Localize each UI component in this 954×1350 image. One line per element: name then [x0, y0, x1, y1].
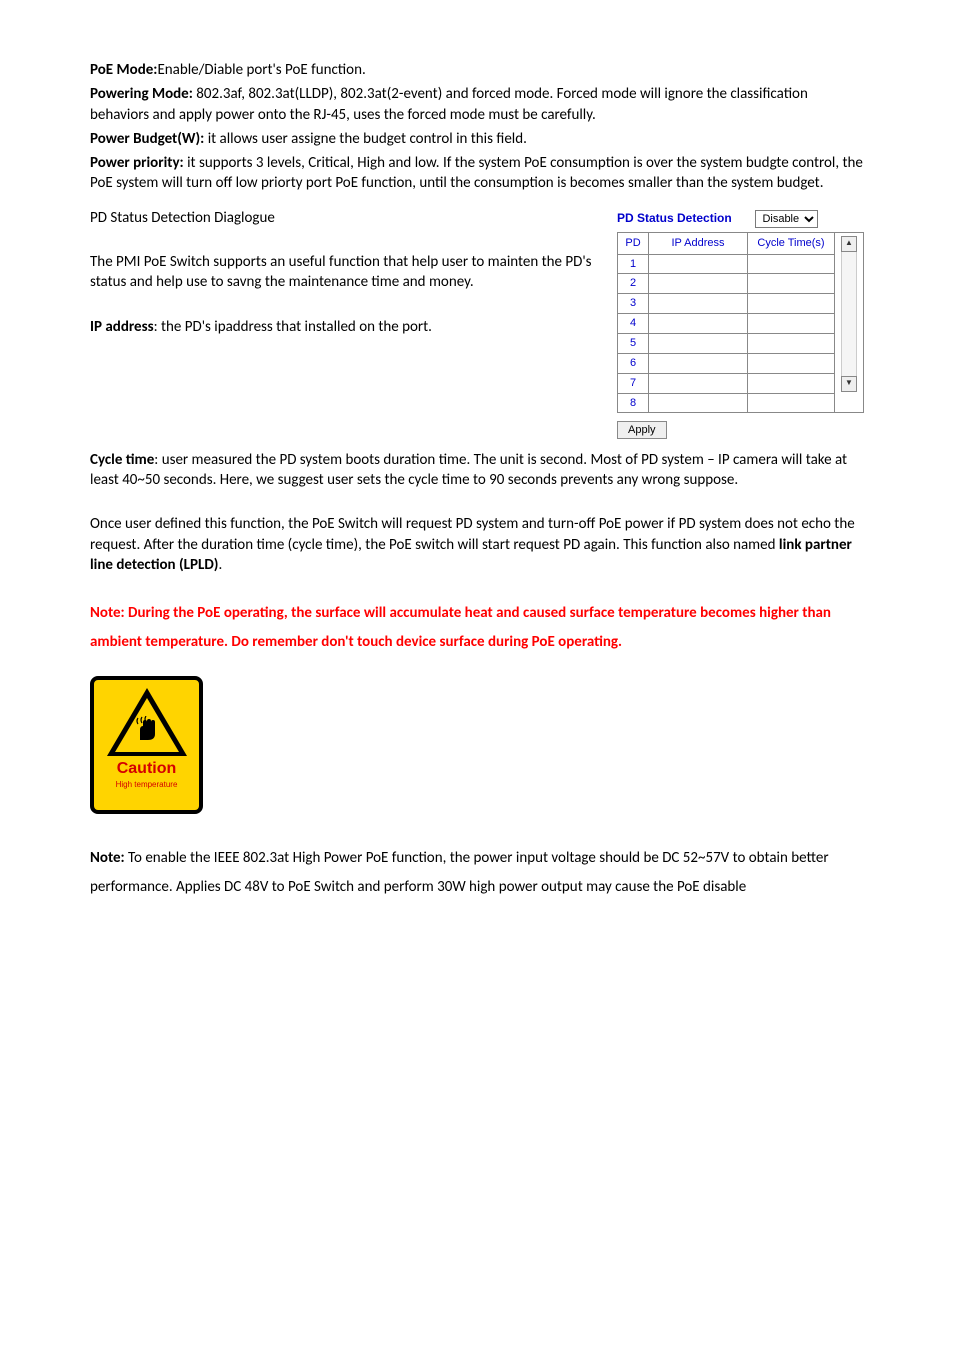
power-priority-text: it supports 3 levels, Critical, High and…: [90, 154, 863, 192]
paragraph-final-note: Note: To enable the IEEE 802.3at High Po…: [90, 844, 864, 901]
ip-cell[interactable]: [649, 373, 748, 393]
scroll-down-icon[interactable]: ▼: [841, 376, 857, 392]
caution-sublabel: High temperature: [94, 780, 199, 791]
pd-cell: 3: [618, 294, 649, 314]
power-priority-label: Power priority:: [90, 154, 184, 172]
powering-mode-text: 802.3af, 802.3at(LLDP), 802.3at(2-event)…: [90, 85, 808, 123]
pd-status-table: PD IP Address Cycle Time(s) ▲ ▼ 1 2 3 4 …: [617, 232, 864, 414]
ip-address-text: : the PD's ipaddress that installed on t…: [154, 318, 432, 336]
power-budget-text: it allows user assigne the budget contro…: [204, 130, 527, 148]
scroll-bar[interactable]: ▲ ▼: [835, 232, 864, 413]
paragraph-poe-settings: PoE Mode:Enable/Diable port's PoE functi…: [90, 60, 864, 194]
table-row: 6: [618, 353, 864, 373]
pd-cell: 7: [618, 373, 649, 393]
final-note-text: To enable the IEEE 802.3at High Power Po…: [90, 849, 829, 896]
cycle-cell[interactable]: [748, 393, 835, 413]
caution-sign: Caution High temperature: [90, 676, 203, 814]
warning-note: Note: During the PoE operating, the surf…: [90, 599, 864, 656]
table-row: 8: [618, 393, 864, 413]
pd-status-widget: PD Status Detection Disable PD IP Addres…: [617, 208, 864, 440]
cycle-time-text: : user measured the PD system boots dura…: [90, 451, 847, 489]
hand-heat-icon: [134, 716, 160, 742]
scroll-up-icon[interactable]: ▲: [841, 236, 857, 252]
pd-cell: 4: [618, 314, 649, 334]
cycle-cell[interactable]: [748, 274, 835, 294]
table-row: 3: [618, 294, 864, 314]
pd-cell: 2: [618, 274, 649, 294]
pd-cell: 8: [618, 393, 649, 413]
apply-button[interactable]: Apply: [617, 421, 667, 439]
cycle-cell[interactable]: [748, 294, 835, 314]
pd-cell: 5: [618, 333, 649, 353]
paragraph-lpld: Once user defined this function, the PoE…: [90, 514, 864, 575]
cycle-cell[interactable]: [748, 373, 835, 393]
ip-cell[interactable]: [649, 393, 748, 413]
cycle-cell[interactable]: [748, 353, 835, 373]
powering-mode-label: Powering Mode:: [90, 85, 193, 103]
pd-status-dropdown[interactable]: Disable: [755, 210, 818, 228]
cycle-time-label: Cycle time: [90, 451, 154, 469]
ip-cell[interactable]: [649, 254, 748, 274]
ip-cell[interactable]: [649, 274, 748, 294]
ip-address-label: IP address: [90, 318, 154, 336]
pd-col-header: PD: [618, 232, 649, 254]
ip-cell[interactable]: [649, 314, 748, 334]
ip-cell[interactable]: [649, 353, 748, 373]
pd-status-title: PD Status Detection: [617, 210, 732, 226]
poe-mode-label: PoE Mode:: [90, 61, 157, 79]
cycle-cell[interactable]: [748, 254, 835, 274]
cycle-cell[interactable]: [748, 314, 835, 334]
pd-cell: 6: [618, 353, 649, 373]
table-row: 4: [618, 314, 864, 334]
table-row: 1: [618, 254, 864, 274]
ip-cell[interactable]: [649, 333, 748, 353]
final-note-label: Note:: [90, 849, 125, 867]
caution-label: Caution: [94, 758, 199, 780]
poe-mode-text: Enable/Diable port's PoE function.: [157, 61, 365, 79]
table-row: 2: [618, 274, 864, 294]
ip-cell[interactable]: [649, 294, 748, 314]
power-budget-label: Power Budget(W):: [90, 130, 204, 148]
pd-cell: 1: [618, 254, 649, 274]
table-row: 7: [618, 373, 864, 393]
lpld-text: Once user defined this function, the PoE…: [90, 515, 855, 553]
cycle-col-header: Cycle Time(s): [748, 232, 835, 254]
ip-col-header: IP Address: [649, 232, 748, 254]
cycle-cell[interactable]: [748, 333, 835, 353]
lpld-end: .: [218, 556, 222, 574]
table-row: 5: [618, 333, 864, 353]
